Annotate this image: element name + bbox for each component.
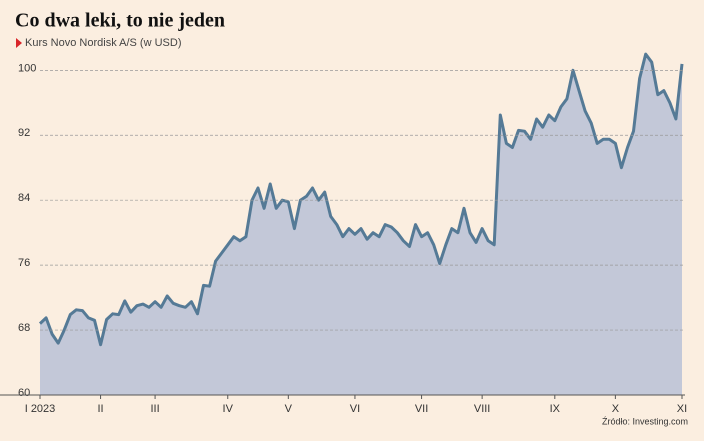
x-tick-label: VII bbox=[415, 403, 428, 415]
x-tick-label: IX bbox=[550, 403, 561, 415]
x-tick-label: II bbox=[98, 403, 104, 415]
y-tick-label: 68 bbox=[18, 322, 30, 334]
y-tick-label: 60 bbox=[18, 387, 30, 399]
source: Źródło: Investing.com bbox=[602, 416, 688, 426]
x-tick-label: V bbox=[285, 403, 293, 415]
line bbox=[38, 52, 684, 347]
x-tick-label: VI bbox=[350, 403, 360, 415]
x-tick-label: VIII bbox=[474, 403, 491, 415]
y-tick-label: 92 bbox=[18, 127, 30, 139]
chart-subtitle: Kurs Novo Nordisk A/S (w USD) bbox=[25, 37, 181, 49]
y-tick-label: 100 bbox=[18, 62, 36, 74]
x-tick-label: III bbox=[150, 403, 159, 415]
chart-title: Co dwa leki, to nie jeden bbox=[15, 10, 225, 32]
x-tick-label: X bbox=[612, 403, 620, 415]
y-tick-label: 84 bbox=[18, 192, 30, 204]
area bbox=[40, 54, 682, 395]
y-tick-label: 76 bbox=[18, 257, 30, 269]
legend-marker bbox=[16, 38, 22, 48]
x-tick-label: IV bbox=[223, 403, 234, 415]
x-tick-label: XI bbox=[677, 403, 687, 415]
x-tick-label: I 2023 bbox=[25, 403, 56, 415]
